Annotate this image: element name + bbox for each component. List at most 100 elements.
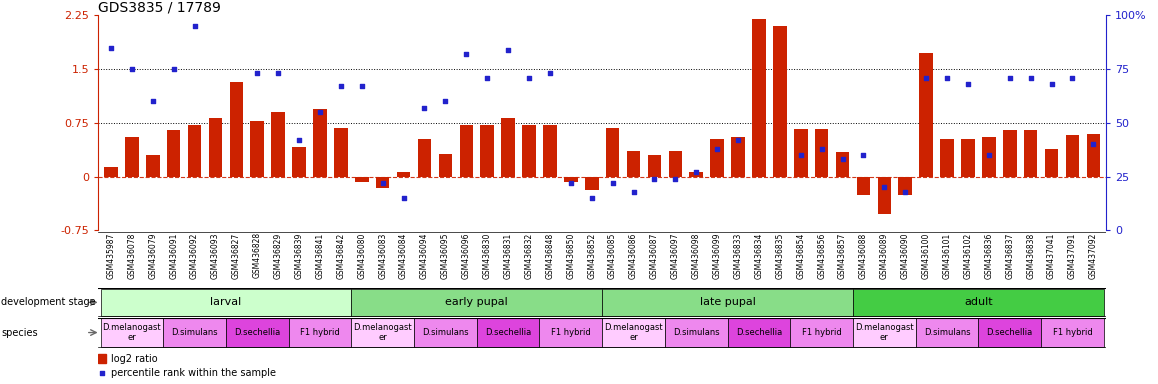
Bar (853, 289, 1104, 316)
Text: GSM436852: GSM436852 (587, 232, 596, 278)
Bar (606, 128, 620, 177)
Text: development stage: development stage (1, 297, 96, 308)
Text: GSM436829: GSM436829 (273, 232, 283, 278)
Text: GSM436848: GSM436848 (545, 232, 555, 278)
Bar (292, 147, 306, 177)
Text: GSM436101: GSM436101 (943, 232, 952, 278)
Bar (163, 318, 226, 347)
Text: GDS3835 / 17789: GDS3835 / 17789 (98, 0, 221, 14)
Point (1042, 81, 1061, 87)
Text: GSM436084: GSM436084 (400, 232, 408, 279)
Text: GSM436080: GSM436080 (358, 232, 366, 279)
Point (666, 176, 684, 182)
Point (416, 105, 434, 111)
Text: GSM435987: GSM435987 (107, 232, 116, 279)
Bar (1086, 134, 1100, 177)
Bar (288, 318, 351, 347)
Bar (188, 125, 201, 177)
Point (331, 83, 350, 89)
Point (791, 152, 809, 158)
Bar (104, 167, 118, 177)
Point (206, 6, 225, 12)
Bar (477, 318, 540, 347)
Text: GSM436100: GSM436100 (922, 232, 931, 279)
Point (164, 66, 183, 72)
Point (645, 176, 664, 182)
Point (520, 74, 538, 81)
Text: GSM436830: GSM436830 (483, 232, 492, 279)
Text: GSM436099: GSM436099 (712, 232, 721, 279)
Text: GSM436096: GSM436096 (462, 232, 471, 279)
Text: D.melanogast
er: D.melanogast er (103, 323, 161, 342)
Bar (543, 125, 557, 177)
Point (144, 98, 162, 104)
Text: D.simulans: D.simulans (422, 328, 469, 337)
Text: GSM436850: GSM436850 (566, 232, 576, 279)
Point (310, 109, 329, 115)
Text: early pupal: early pupal (446, 297, 508, 308)
Bar (208, 118, 222, 177)
Text: D.simulans: D.simulans (171, 328, 218, 337)
Bar (602, 318, 665, 347)
Bar (665, 318, 727, 347)
Bar (146, 155, 160, 177)
Text: adult: adult (965, 297, 992, 308)
Bar (774, 26, 786, 177)
Text: GSM436098: GSM436098 (691, 232, 701, 279)
Bar (982, 137, 996, 177)
Text: GSM436837: GSM436837 (1005, 232, 1014, 279)
Text: D.sechellia: D.sechellia (987, 328, 1033, 337)
Point (959, 81, 977, 87)
Point (624, 189, 643, 195)
Bar (979, 318, 1041, 347)
Bar (1024, 130, 1038, 177)
Text: GSM436089: GSM436089 (880, 232, 889, 279)
Point (582, 195, 601, 201)
Text: GSM436832: GSM436832 (525, 232, 534, 278)
Bar (815, 129, 828, 177)
Point (562, 180, 580, 186)
Bar (1041, 318, 1104, 347)
Bar (351, 318, 415, 347)
Text: D.melanogast
er: D.melanogast er (604, 323, 662, 342)
Bar (522, 125, 536, 177)
Text: GSM436857: GSM436857 (838, 232, 846, 279)
Point (1001, 74, 1019, 81)
Bar (853, 318, 916, 347)
Bar (626, 151, 640, 177)
Bar (647, 155, 661, 177)
Bar (101, 318, 163, 347)
Text: late pupal: late pupal (699, 297, 755, 308)
Point (896, 189, 915, 195)
Text: GSM436842: GSM436842 (336, 232, 345, 278)
Bar (481, 125, 494, 177)
Text: GSM436097: GSM436097 (670, 232, 680, 279)
Bar (229, 82, 243, 177)
Text: percentile rank within the sample: percentile rank within the sample (111, 368, 276, 378)
Bar (727, 318, 790, 347)
Point (603, 180, 622, 186)
Bar (351, 289, 602, 316)
Text: D.sechellia: D.sechellia (234, 328, 280, 337)
Bar (1045, 149, 1058, 177)
Text: GSM436095: GSM436095 (441, 232, 450, 279)
Text: GSM436085: GSM436085 (608, 232, 617, 279)
Bar (101, 289, 351, 316)
Text: GSM436078: GSM436078 (127, 232, 137, 279)
Text: F1 hybrid: F1 hybrid (300, 328, 339, 337)
Text: larval: larval (211, 297, 242, 308)
Text: GSM437041: GSM437041 (1047, 232, 1056, 279)
Point (541, 70, 559, 76)
Text: GSM436831: GSM436831 (504, 232, 513, 278)
Point (373, 180, 391, 186)
Bar (397, 172, 410, 177)
Text: GSM436093: GSM436093 (211, 232, 220, 279)
Text: D.melanogast
er: D.melanogast er (855, 323, 914, 342)
Point (1021, 74, 1040, 81)
Text: GSM436834: GSM436834 (754, 232, 763, 279)
Bar (836, 152, 849, 177)
Text: GSM436079: GSM436079 (148, 232, 157, 279)
Text: GSM436841: GSM436841 (315, 232, 324, 278)
Text: D.simulans: D.simulans (924, 328, 970, 337)
Point (813, 146, 831, 152)
